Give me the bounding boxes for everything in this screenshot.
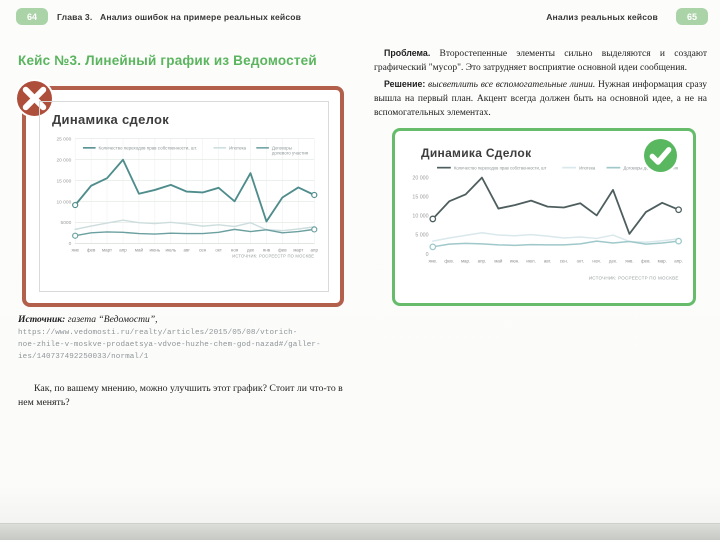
svg-text:Количество переходов прав собс: Количество переходов прав собственности,… (454, 165, 547, 170)
svg-text:июн.: июн. (510, 259, 520, 264)
svg-text:янв.: янв. (429, 259, 437, 264)
chart-title-good: Динамика Сделок (421, 146, 532, 160)
svg-text:мар.: мар. (658, 259, 667, 264)
chart-card-good: Динамика Сделок 20 000 15 000 10 000 5 000 0… (392, 128, 696, 306)
chart-bad: 25 000 20 000 15 000 10 000 5000 0 янв фев март а… (46, 129, 324, 277)
svg-text:0: 0 (69, 241, 72, 247)
svg-text:фев: фев (87, 247, 96, 252)
svg-text:20 000: 20 000 (56, 157, 71, 163)
svg-text:15 000: 15 000 (56, 178, 71, 184)
svg-text:июнь: июнь (150, 247, 161, 252)
page-number-right: 65 (676, 8, 708, 25)
svg-text:апр.: апр. (478, 259, 487, 264)
svg-text:5 000: 5 000 (415, 233, 428, 239)
running-head-left: Глава 3. Анализ ошибок на примере реальн… (57, 12, 301, 22)
svg-text:0: 0 (426, 252, 429, 258)
svg-text:фев.: фев. (444, 259, 454, 264)
svg-text:10 000: 10 000 (412, 214, 428, 220)
source-url-line: ies/140737492250033/normal/1 (18, 352, 149, 361)
solution-text: Нужная информация сразу вышла на первый … (374, 79, 707, 119)
case-title: Кейс №3. Линейный график из Ведомостей (18, 53, 317, 68)
svg-text:ИСТОЧНИК: РОСРЕЕСТР ПО МОСКВЕ: ИСТОЧНИК: РОСРЕЕСТР ПО МОСКВЕ (232, 253, 314, 258)
source-line: Источник: газета “Ведомости”, (18, 314, 352, 325)
chapter-title: Анализ ошибок на примере реальных кейсов (100, 12, 302, 22)
svg-text:фев.: фев. (641, 259, 651, 264)
svg-text:янв.: янв. (625, 259, 633, 264)
svg-text:окт.: окт. (577, 259, 584, 264)
problem-label: Проблема. (384, 48, 431, 58)
svg-text:дек.: дек. (609, 259, 617, 264)
svg-text:20 000: 20 000 (412, 175, 428, 181)
svg-text:июль: июль (165, 247, 176, 252)
svg-text:5000: 5000 (61, 220, 72, 226)
solution-paragraph: Решение: высветлить все вспомогательные … (374, 78, 707, 121)
svg-text:дек: дек (247, 247, 254, 252)
problem-text: Второстепенные элементы сильно выделяютс… (374, 49, 707, 74)
svg-text:фев: фев (278, 247, 287, 252)
problem-paragraph: Проблема. Второстепенные элементы сильно… (374, 47, 707, 76)
svg-text:апр.: апр. (674, 259, 683, 264)
svg-text:Количество переходов прав собс: Количество переходов прав собственности,… (98, 145, 197, 150)
svg-text:март: март (102, 247, 112, 252)
running-head-right: Анализ реальных кейсов (546, 12, 658, 22)
source-url-line: noe-zhile-v-moskve-prodaetsya-vdvoe-huzh… (18, 340, 321, 349)
svg-text:мар.: мар. (461, 259, 470, 264)
check-icon (644, 139, 677, 172)
svg-text:15 000: 15 000 (412, 194, 428, 200)
source-url: https://www.vedomosti.ru/realty/articles… (18, 328, 352, 363)
svg-text:апр: апр (119, 247, 127, 252)
page-number-left-label: 64 (26, 11, 37, 22)
chart-frame-bad: Динамика сделок 25 000 20 000 15 000 10 000… (39, 101, 329, 292)
svg-text:25 000: 25 000 (56, 136, 71, 142)
chart-good: 20 000 15 000 10 000 5 000 0 янв. фев. мар. апр.… (401, 163, 687, 297)
page-number-left: 64 (16, 8, 48, 25)
svg-text:Ипотека: Ипотека (229, 145, 247, 150)
svg-text:май: май (494, 258, 503, 264)
solution-emphasis: высветлить все вспомогательные линии. (425, 79, 596, 90)
svg-text:янв: янв (263, 247, 271, 252)
svg-text:авг.: авг. (544, 259, 551, 264)
svg-text:янв: янв (72, 247, 80, 252)
case-analysis-text: Проблема. Второстепенные элементы сильно… (374, 47, 707, 122)
svg-text:ИСТОЧНИК: РОСРЕЕСТР ПО МОСКВЕ: ИСТОЧНИК: РОСРЕЕСТР ПО МОСКВЕ (589, 276, 679, 281)
svg-text:авг: авг (183, 247, 190, 252)
svg-text:Ипотека: Ипотека (579, 165, 596, 170)
source-name: газета “Ведомости”, (65, 314, 158, 325)
source-url-line: https://www.vedomosti.ru/realty/articles… (18, 329, 298, 337)
svg-text:ноя: ноя (231, 247, 239, 252)
chart-card-bad: Динамика сделок 25 000 20 000 15 000 10 000… (17, 81, 344, 307)
table-edge (0, 523, 720, 540)
svg-text:ноя.: ноя. (592, 259, 601, 264)
page-number-right-label: 65 (686, 11, 697, 22)
svg-text:сен.: сен. (560, 259, 568, 264)
solution-label: Решение: (384, 78, 426, 89)
svg-text:сен: сен (199, 247, 207, 252)
source-label: Источник: (18, 314, 66, 325)
svg-text:май: май (135, 246, 144, 252)
cross-icon (17, 81, 52, 116)
svg-text:10 000: 10 000 (56, 199, 71, 205)
svg-text:апр: апр (311, 247, 319, 252)
chapter-label: Глава 3. (57, 12, 93, 22)
svg-text:июл.: июл. (526, 259, 536, 264)
source-block: Источник: газета “Ведомости”, https://ww… (18, 314, 352, 363)
question-text: Как, по вашему мнению, можно улучшить эт… (18, 383, 343, 409)
chart-title-bad: Динамика сделок (52, 112, 170, 127)
svg-text:март: март (293, 247, 303, 252)
svg-text:окт: окт (215, 247, 222, 252)
